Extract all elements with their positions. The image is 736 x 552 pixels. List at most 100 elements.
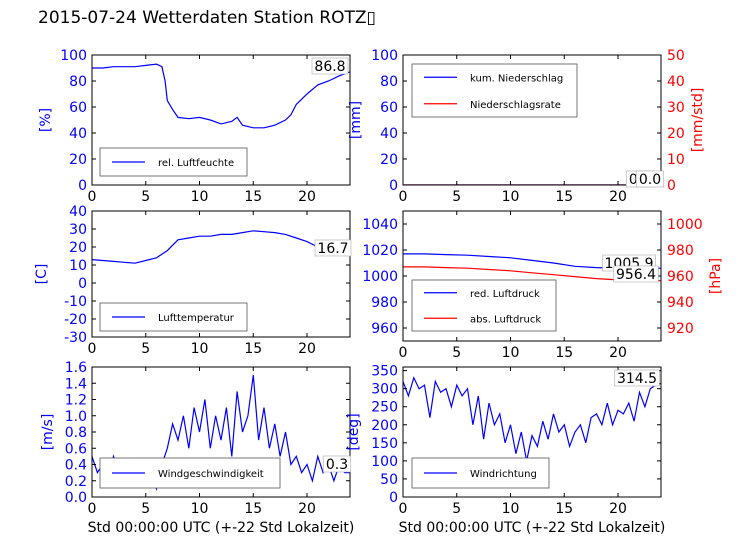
y2-axis-label: [hPa] xyxy=(708,258,724,294)
legend-label: red. Luftdruck xyxy=(470,289,540,300)
y-tick-label: 20 xyxy=(69,240,87,256)
axes-frame xyxy=(402,366,662,498)
x-tick-label: 10 xyxy=(191,341,209,357)
x-tick-label: 10 xyxy=(191,501,209,517)
y2-tick-label: 20 xyxy=(667,126,685,142)
y-tick-label: 100 xyxy=(371,454,398,470)
x-tick-label: 10 xyxy=(502,345,520,361)
y-tick-label: 960 xyxy=(371,321,398,337)
y-tick-label: 40 xyxy=(69,204,87,220)
y2-tick-label: 40 xyxy=(667,74,685,90)
x-tick-label: 20 xyxy=(609,501,627,517)
y-tick-label: 0 xyxy=(389,490,398,506)
x-tick-label: 0 xyxy=(399,501,408,517)
x-tick-label: 5 xyxy=(141,189,150,205)
x-tick-label: 10 xyxy=(502,189,520,205)
y-tick-label: 980 xyxy=(371,295,398,311)
y2-tick-label: 10 xyxy=(667,152,685,168)
y-tick-label: 1.2 xyxy=(65,393,87,409)
y-tick-label: 40 xyxy=(69,126,87,142)
y-tick-label: 30 xyxy=(69,222,87,238)
y-axis-label: [mm] xyxy=(348,101,364,139)
y-tick-label: 40 xyxy=(380,126,398,142)
y-tick-label: 1.0 xyxy=(65,409,87,425)
y-tick-label: 1.4 xyxy=(65,376,87,392)
y-tick-label: 300 xyxy=(371,382,398,398)
annotation-box xyxy=(314,239,352,257)
annotation-label: 314.5 xyxy=(617,371,657,387)
x-tick-label: 5 xyxy=(141,341,150,357)
y-tick-label: 350 xyxy=(371,364,398,380)
y-tick-label: -10 xyxy=(64,294,87,310)
annotation-label: 956.4 xyxy=(616,267,656,283)
y-tick-label: 250 xyxy=(371,400,398,416)
annotation-box xyxy=(614,369,660,387)
x-tick-label: 5 xyxy=(141,501,150,517)
legend-label: abs. Luftdruck xyxy=(470,314,541,325)
annotation-label: 16.7 xyxy=(317,241,348,257)
y2-tick-label: 50 xyxy=(667,48,685,64)
series-line-humidity-0 xyxy=(92,63,350,129)
series-line-temperature-0 xyxy=(92,230,350,264)
x-tick-label: 10 xyxy=(502,501,520,517)
y-tick-label: 1000 xyxy=(362,269,398,285)
legend-label: Windgeschwindigkeit xyxy=(158,469,264,480)
y-tick-label: 0.6 xyxy=(65,441,87,457)
x-tick-label: 0 xyxy=(88,501,97,517)
y-tick-label: 1.6 xyxy=(65,360,87,376)
y-tick-label: -20 xyxy=(64,312,87,328)
axes-frame xyxy=(402,54,662,186)
x-tick-label: 20 xyxy=(609,345,627,361)
x-tick-label: 0 xyxy=(88,341,97,357)
page-title: 2015-07-24 Wetterdaten Station ROTZ▯ xyxy=(38,8,376,28)
x-tick-label: 20 xyxy=(298,189,316,205)
series-line-winddirection-0 xyxy=(403,376,661,462)
y-tick-label: 60 xyxy=(380,100,398,116)
y2-tick-label: 960 xyxy=(667,269,694,285)
y2-tick-label: 1000 xyxy=(667,217,703,233)
x-tick-label: 10 xyxy=(191,189,209,205)
x-tick-label: 15 xyxy=(244,501,262,517)
x-tick-label: 15 xyxy=(244,189,262,205)
y-tick-label: 0 xyxy=(78,276,87,292)
y-tick-label: 200 xyxy=(371,418,398,434)
x-tick-label: 20 xyxy=(298,341,316,357)
y-tick-label: -30 xyxy=(64,330,87,346)
x-tick-label: 5 xyxy=(452,501,461,517)
annotation-box xyxy=(635,170,665,188)
y-tick-label: 100 xyxy=(60,48,87,64)
y-tick-label: 0.2 xyxy=(65,474,87,490)
y-tick-label: 20 xyxy=(380,152,398,168)
x-tick-label: 15 xyxy=(555,345,573,361)
x-tick-label: 0 xyxy=(399,345,408,361)
x-axis-label: Std 00:00:00 UTC (+-22 Std Lokalzeit) xyxy=(88,520,355,536)
y-tick-label: 1020 xyxy=(362,243,398,259)
annotation-box xyxy=(311,57,349,75)
y-tick-label: 50 xyxy=(380,472,398,488)
legend-box xyxy=(411,63,578,118)
legend-label: Windrichtung xyxy=(470,469,537,480)
axes-frame xyxy=(91,54,351,186)
y2-tick-label: 940 xyxy=(667,295,694,311)
annotation-box xyxy=(322,455,352,473)
annotation-label: 86.8 xyxy=(314,59,345,75)
y2-tick-label: 0 xyxy=(667,178,676,194)
legend-box xyxy=(411,279,557,332)
x-tick-label: 15 xyxy=(555,501,573,517)
x-tick-label: 15 xyxy=(244,341,262,357)
y-axis-label: [C] xyxy=(34,264,50,285)
axes-frame xyxy=(91,210,351,338)
y-axis-label: [%] xyxy=(38,108,54,132)
legend-label: Niederschlagsrate xyxy=(470,100,561,111)
legend-label: rel. Luftfeuchte xyxy=(158,158,234,169)
x-tick-label: 20 xyxy=(609,189,627,205)
annotation-label: 0.3 xyxy=(326,457,348,473)
y2-tick-label: 30 xyxy=(667,100,685,116)
x-axis-label: Std 00:00:00 UTC (+-22 Std Lokalzeit) xyxy=(399,520,666,536)
y-tick-label: 10 xyxy=(69,258,87,274)
y-tick-label: 80 xyxy=(380,74,398,90)
y-axis-label: [deg] xyxy=(346,413,362,450)
y-tick-label: 0.0 xyxy=(65,490,87,506)
y-tick-label: 0.4 xyxy=(65,458,87,474)
